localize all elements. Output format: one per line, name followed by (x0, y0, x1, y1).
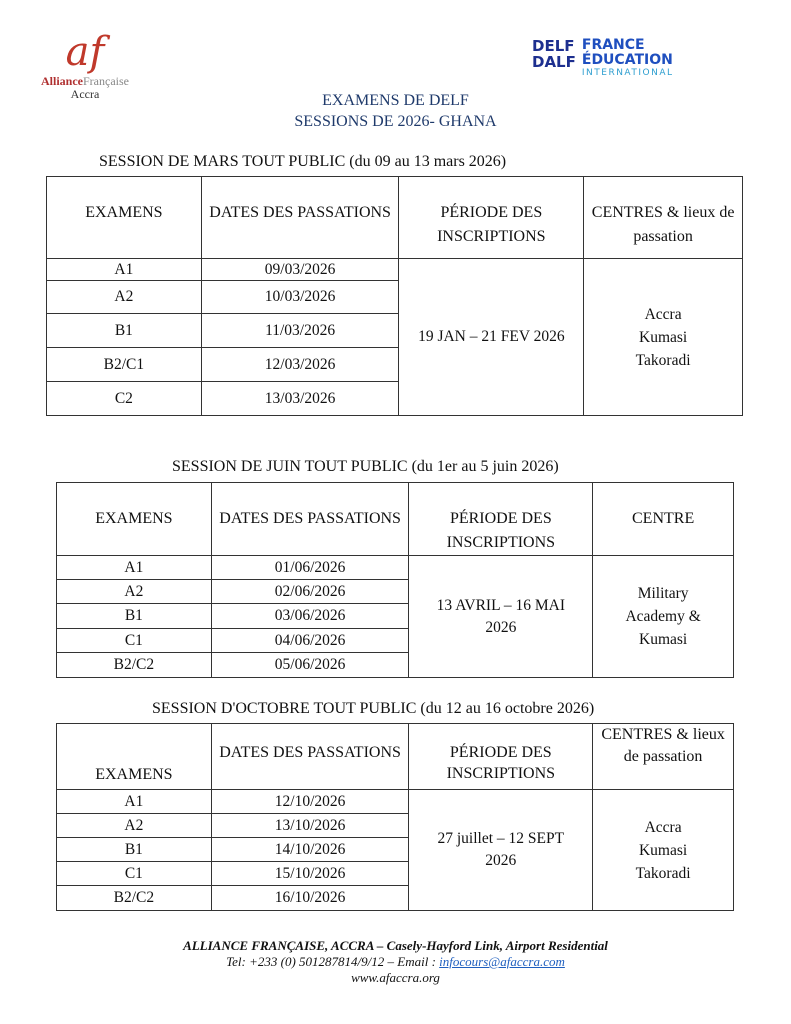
centre-name: Kumasi (639, 328, 688, 346)
session-table: EXAMENS DATES DES PASSATIONS PÉRIODE DES… (56, 723, 734, 911)
exam-level: C2 (46, 381, 202, 416)
exam-date: 12/03/2026 (200, 347, 400, 382)
exam-level: A1 (46, 258, 202, 281)
table-row: A2 13/10/2026 (56, 813, 734, 838)
registration-period: 13 AVRIL – 16 MAI 2026 (408, 555, 594, 678)
centre-name: Academy & (625, 608, 701, 625)
table-row: A1 12/10/2026 27 juillet – 12 SEPT 2026 Ac… (56, 789, 734, 911)
header-dates: DATES DES PASSATIONS (210, 723, 410, 790)
centre-name: Accra (644, 305, 682, 323)
centre-name: Accra (644, 818, 682, 836)
table-row: B2/C2 05/06/2026 (56, 652, 734, 678)
registration-period: 19 JAN – 21 FEV 2026 (398, 258, 585, 416)
table-row: B1 14/10/2026 (56, 837, 734, 862)
exam-level: A1 (56, 789, 212, 814)
exam-level: A2 (56, 579, 212, 604)
header-centres: CENTRES & lieux de passation (583, 176, 743, 259)
header-dates: DATES DES PASSATIONS (210, 482, 410, 556)
exam-level: A1 (56, 555, 212, 580)
website: www.afaccra.org (351, 970, 440, 985)
centre-name: Military (637, 585, 689, 602)
exam-level: B1 (46, 313, 202, 348)
exam-date: 11/03/2026 (200, 313, 400, 348)
table-row: C2 13/03/2026 (46, 381, 743, 416)
session-table: EXAMENS DATES DES PASSATIONS PÉRIODE DES… (56, 482, 734, 678)
session-title: SESSION D'OCTOBRE TOUT PUBLIC (du 12 au … (152, 700, 595, 717)
exam-centres: Accra Kumasi Takoradi (583, 258, 743, 416)
exam-level: C1 (56, 861, 212, 886)
exam-level: C1 (56, 628, 212, 653)
page-title: EXAMENS DE DELF (322, 92, 469, 109)
exam-date: 15/10/2026 (210, 861, 410, 886)
exam-date: 09/03/2026 (200, 258, 400, 281)
table-row: B1 11/03/2026 (46, 313, 743, 348)
exam-date: 10/03/2026 (200, 280, 400, 314)
alliance-francaise-logo: af AllianceFrançaise Accra (41, 29, 129, 101)
france-education-international-logo: DELF DALF FRANCE ÉDUCATION INTERNATIONAL (532, 37, 674, 79)
table-row: A1 01/06/2026 13 AVRIL – 16 MAI 2026 Milit… (56, 555, 734, 678)
exam-date: 04/06/2026 (210, 628, 410, 653)
header-period: PÉRIODE DES INSCRIPTIONS (398, 176, 585, 259)
email-link[interactable]: infocours@afaccra.com (439, 954, 565, 969)
centre-name: Kumasi (638, 841, 688, 859)
exam-level: B1 (56, 837, 212, 862)
table-row: B2/C2 16/10/2026 (56, 885, 734, 911)
table-row: A2 10/03/2026 (46, 280, 743, 314)
table-row: A2 02/06/2026 (56, 579, 734, 604)
exam-date: 13/10/2026 (210, 813, 410, 838)
exam-level: B1 (56, 603, 212, 629)
exam-level: B2/C2 (56, 885, 212, 911)
exam-date: 02/06/2026 (210, 579, 410, 604)
centre-name: Takoradi (635, 864, 691, 882)
exam-date: 03/06/2026 (210, 603, 410, 629)
table-row: B1 03/06/2026 (56, 603, 734, 629)
session-table: EXAMENS DATES DES PASSATIONS PÉRIODE DES… (46, 176, 743, 416)
header-centres: CENTRE (592, 482, 734, 556)
exam-date: 14/10/2026 (210, 837, 410, 862)
exam-level: A2 (56, 813, 212, 838)
exam-date: 13/03/2026 (200, 381, 400, 416)
header-exams: EXAMENS (56, 482, 212, 556)
exam-level: B2/C1 (46, 347, 202, 382)
header-dates: DATES DES PASSATIONS (200, 176, 400, 259)
header-period: PÉRIODE DES INSCRIPTIONS (408, 723, 594, 790)
session-title: SESSION DE JUIN TOUT PUBLIC (du 1er au 5… (172, 458, 559, 475)
header-exams: EXAMENS (56, 723, 212, 790)
exam-date: 01/06/2026 (210, 555, 410, 580)
exam-centres: Accra Kumasi Takoradi (592, 789, 734, 911)
page-subtitle: SESSIONS DE 2026- GHANA (294, 113, 497, 130)
exam-date: 16/10/2026 (210, 885, 410, 911)
table-row: C1 04/06/2026 (56, 628, 734, 653)
exam-level: A2 (46, 280, 202, 314)
header-centres: CENTRES & lieux de passation (592, 723, 734, 790)
exam-level: B2/C2 (56, 652, 212, 678)
exam-date: 05/06/2026 (210, 652, 410, 678)
footer: ALLIANCE FRANÇAISE, ACCRA – Casely-Hayfo… (0, 938, 791, 986)
session-title: SESSION DE MARS TOUT PUBLIC (du 09 au 13… (99, 153, 507, 170)
centre-name: Kumasi (639, 631, 688, 648)
header-period: PÉRIODE DES INSCRIPTIONS (408, 482, 594, 556)
table-row: A1 09/03/2026 19 JAN – 21 FEV 2026 Accra Ku… (46, 258, 743, 416)
header-exams: EXAMENS (46, 176, 202, 259)
exam-centres: Military Academy & Kumasi (592, 555, 734, 678)
exam-date: 12/10/2026 (210, 789, 410, 814)
registration-period: 27 juillet – 12 SEPT 2026 (408, 789, 594, 911)
table-row: C1 15/10/2026 (56, 861, 734, 886)
centre-name: Takoradi (635, 351, 691, 369)
